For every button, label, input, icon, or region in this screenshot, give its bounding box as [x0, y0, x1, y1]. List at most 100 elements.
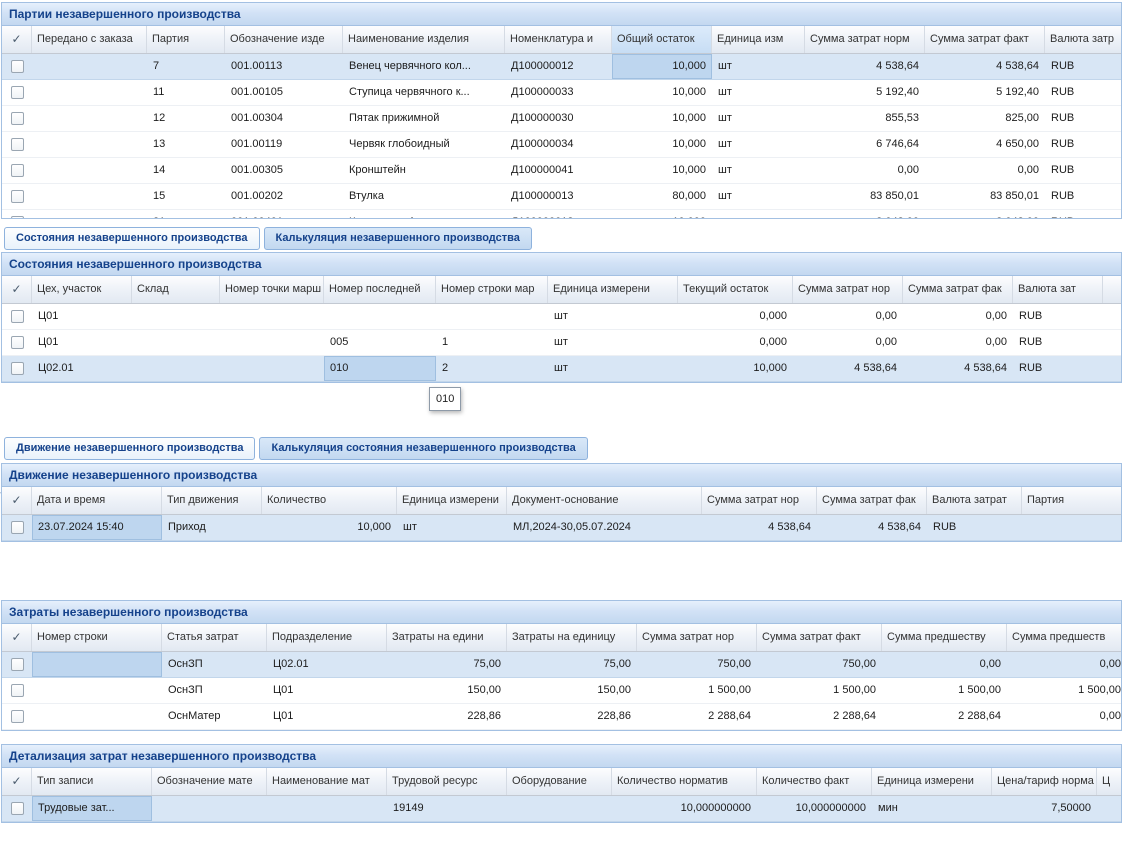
tab-calculation-state-wip[interactable]: Калькуляция состояния незавершенного про…	[259, 437, 588, 460]
column-header[interactable]: Партия	[1022, 487, 1121, 514]
column-header[interactable]: Количество факт	[757, 768, 872, 795]
cell[interactable]: шт	[718, 60, 732, 72]
column-header[interactable]: Номенклатура и	[505, 26, 612, 53]
column-header[interactable]: Сумма затрат нор	[702, 487, 817, 514]
row-checkbox-cell[interactable]	[2, 796, 32, 821]
cell[interactable]: 1 500,00	[958, 684, 1001, 696]
cell[interactable]: шт	[554, 336, 568, 348]
cell[interactable]: RUB	[1051, 112, 1075, 124]
cell[interactable]: Д100000033	[511, 86, 574, 98]
cell[interactable]: Ступица червячного к...	[349, 86, 470, 98]
cell[interactable]	[324, 304, 436, 329]
cell[interactable]	[32, 678, 162, 703]
table-row[interactable]: 23.07.2024 15:40 Приход 10,000 шт МЛ,2024-30…	[2, 515, 1121, 541]
cell[interactable]: 010	[324, 356, 436, 381]
cell[interactable]: 15	[153, 190, 166, 202]
column-header[interactable]: Обозначение мате	[152, 768, 267, 795]
cell[interactable]: Д100000012	[511, 60, 574, 72]
cell[interactable]: 6 746,64	[876, 138, 919, 150]
column-header[interactable]: Валюта зат	[1013, 276, 1103, 303]
cell[interactable]: 1	[442, 336, 449, 348]
cell[interactable]: шт	[718, 138, 732, 150]
cell[interactable]: шт	[718, 164, 732, 176]
row-checkbox-cell[interactable]	[2, 80, 32, 105]
row-checkbox[interactable]	[10, 216, 24, 218]
cell[interactable]	[32, 106, 147, 131]
cell[interactable]: 10,000	[753, 362, 787, 374]
table-row[interactable]: 11 001.00105 Ступица червячного к... Д10000…	[2, 80, 1121, 106]
select-all-header[interactable]: ✓	[2, 487, 32, 514]
cell[interactable]: 80,000	[672, 190, 706, 202]
cell[interactable]	[32, 210, 147, 218]
cell[interactable]: 10,000	[672, 164, 706, 176]
column-header[interactable]: Партия	[147, 26, 225, 53]
cell[interactable]: 001.00304	[231, 112, 283, 124]
cell[interactable]: шт	[403, 521, 417, 533]
cell[interactable]	[32, 184, 147, 209]
cell[interactable]: МЛ,2024-30,05.07.2024	[513, 521, 631, 533]
cell[interactable]: 2 288,64	[708, 710, 751, 722]
cell[interactable]: 19149	[393, 802, 424, 814]
cell[interactable]	[1097, 796, 1121, 821]
column-header[interactable]: Наименование мат	[267, 768, 387, 795]
cell[interactable]: 1 500,00	[833, 684, 876, 696]
cell[interactable]: 150,00	[467, 684, 501, 696]
select-all-header[interactable]: ✓	[2, 768, 32, 795]
cell[interactable]: 83 850,01	[870, 190, 919, 202]
column-header[interactable]: Цех, участок	[32, 276, 132, 303]
cell[interactable]: 12	[153, 112, 166, 124]
cell[interactable]: 21	[147, 210, 225, 218]
cell[interactable]: 001.00105	[231, 86, 283, 98]
cell[interactable]: 13	[153, 138, 166, 150]
cell[interactable]: 4 650,00	[996, 138, 1039, 150]
table-row[interactable]: Ц02.01 010 2 шт 10,000 4 538,64 4 538,64 RUB	[2, 356, 1121, 382]
row-checkbox-cell[interactable]	[2, 652, 32, 677]
cell[interactable]	[32, 132, 147, 157]
row-checkbox[interactable]	[10, 164, 24, 177]
cell[interactable]: шт	[554, 362, 568, 374]
cell[interactable]	[132, 356, 220, 381]
cell[interactable]: 10,000	[672, 138, 706, 150]
cell[interactable]: 1 500,00	[708, 684, 751, 696]
cell[interactable]: шт	[718, 112, 732, 124]
table-row[interactable]: 7 001.00113 Венец червячного кол... Д100000…	[2, 54, 1121, 80]
cell[interactable]: 10,000	[357, 521, 391, 533]
cell[interactable]: 0,00	[875, 336, 897, 348]
cell[interactable]: 0,000	[759, 310, 787, 322]
cell[interactable]: 14	[153, 164, 166, 176]
row-checkbox-cell[interactable]	[2, 132, 32, 157]
column-header[interactable]: Тип движения	[162, 487, 262, 514]
column-header[interactable]: Единица измерени	[548, 276, 678, 303]
row-checkbox-cell[interactable]	[2, 356, 32, 381]
row-checkbox-cell[interactable]	[2, 304, 32, 329]
cell[interactable]: Д100000041	[511, 164, 574, 176]
column-header[interactable]: Единица измерени	[397, 487, 507, 514]
cell[interactable]: ОснЗП	[168, 684, 203, 696]
cell[interactable]: 10,000000000	[795, 802, 866, 814]
column-header[interactable]: Номер строки	[32, 624, 162, 651]
row-checkbox[interactable]	[10, 190, 24, 203]
row-checkbox[interactable]	[10, 310, 24, 323]
cell[interactable]: RUB	[1019, 362, 1043, 374]
column-header[interactable]: Валюта затрат	[927, 487, 1022, 514]
cell[interactable]: Ц02.01	[38, 362, 74, 374]
cell[interactable]: 0,00	[875, 310, 897, 322]
cell[interactable]: 4 538,64	[878, 521, 921, 533]
cell[interactable]: 1 500,00	[1078, 684, 1121, 696]
cell[interactable]	[267, 796, 387, 821]
cell[interactable]: 0,00	[1099, 710, 1121, 722]
cell[interactable]: RUB	[1051, 60, 1075, 72]
table-row[interactable]: 15 001.00202 Втулка Д100000013 80,000 шт 83 85…	[2, 184, 1121, 210]
cell[interactable]: Кронштейн	[349, 164, 406, 176]
column-header[interactable]: Номер точки марш	[220, 276, 324, 303]
cell[interactable]: шт	[718, 190, 732, 202]
tab-movement-wip[interactable]: Движение незавершенного производства	[4, 437, 256, 460]
cell[interactable]: 4 538,64	[768, 521, 811, 533]
cell[interactable]: 005	[330, 336, 349, 348]
column-header[interactable]: Валюта затр	[1045, 26, 1121, 53]
row-checkbox-cell[interactable]	[2, 158, 32, 183]
cell[interactable]	[220, 356, 324, 381]
column-header[interactable]: Сумма предшеству	[882, 624, 1007, 651]
row-checkbox[interactable]	[10, 802, 24, 815]
column-header[interactable]: Сумма затрат нор	[637, 624, 757, 651]
